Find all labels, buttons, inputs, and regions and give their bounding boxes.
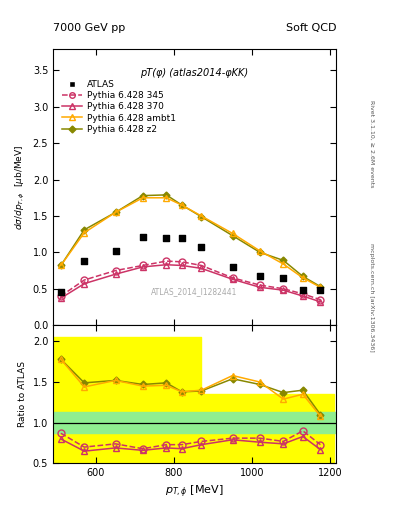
Text: 7000 GeV pp: 7000 GeV pp [53,23,125,33]
Text: mcplots.cern.ch [arXiv:1306.3436]: mcplots.cern.ch [arXiv:1306.3436] [369,243,374,351]
Point [163,233,169,242]
Y-axis label: Ratio to ATLAS: Ratio to ATLAS [18,361,27,427]
Text: pT(φ) (atlas2014-φKK): pT(φ) (atlas2014-φKK) [140,68,249,78]
Point [317,286,323,294]
Point [257,271,263,280]
Point [300,286,306,294]
Text: Soft QCD: Soft QCD [286,23,336,33]
Legend: ATLAS, Pythia 6.428 345, Pythia 6.428 370, Pythia 6.428 ambt1, Pythia 6.428 z2: ATLAS, Pythia 6.428 345, Pythia 6.428 37… [61,78,177,136]
Point [58,288,64,296]
Point [112,247,119,255]
Point [280,274,286,282]
Point [198,243,204,251]
Text: Rivet 3.1.10, ≥ 2.6M events: Rivet 3.1.10, ≥ 2.6M events [369,100,374,187]
Point [179,233,185,242]
Text: ATLAS_2014_I1282441: ATLAS_2014_I1282441 [151,287,238,296]
Point [140,233,146,241]
X-axis label: $p_{T,\phi}$ [MeV]: $p_{T,\phi}$ [MeV] [165,484,224,500]
Point [81,257,87,265]
Y-axis label: $d\sigma/dp_{T,\phi}$  [$\mu$b/MeV]: $d\sigma/dp_{T,\phi}$ [$\mu$b/MeV] [14,144,27,229]
Point [230,263,236,271]
